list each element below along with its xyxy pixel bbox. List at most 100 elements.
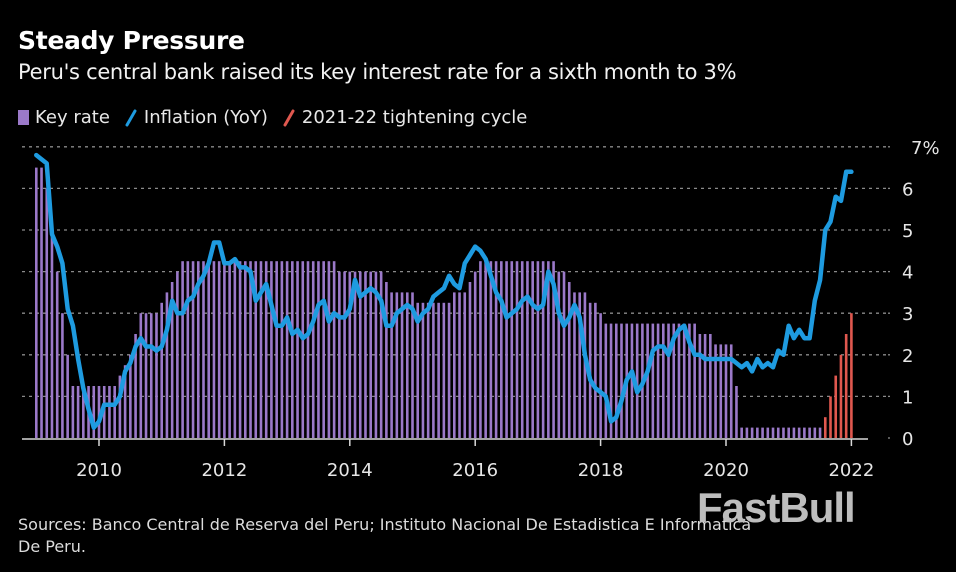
key-rate-bar (108, 386, 111, 438)
key-rate-bar (129, 354, 132, 438)
key-rate-bar (228, 261, 231, 438)
legend-label: 2021-22 tightening cycle (301, 107, 528, 128)
key-rate-bar (782, 427, 785, 438)
key-rate-bar (500, 261, 503, 438)
x-tick-label: 2016 (452, 460, 498, 481)
key-rate-bar (40, 167, 43, 438)
y-tick-label: 7% (911, 138, 940, 159)
key-rate-bar (249, 261, 252, 438)
key-rate-bar (223, 261, 226, 438)
fastbull-watermark: FastBull (697, 484, 856, 531)
key-rate-bar (212, 261, 216, 438)
key-rate-bar (395, 292, 399, 438)
key-rate-bar (740, 427, 743, 438)
key-rate-bar (71, 386, 75, 438)
key-rate-bar (348, 271, 352, 438)
key-rate-bar (280, 261, 284, 438)
key-rate-bar (473, 271, 477, 438)
x-tick-label: 2018 (578, 460, 624, 481)
key-rate-bar (343, 271, 346, 438)
key-rate-bar (306, 261, 310, 438)
key-rate-bar (144, 313, 148, 438)
x-tick-label: 2010 (76, 460, 122, 481)
key-rate-bar (82, 386, 85, 438)
key-rate-bar (803, 427, 806, 438)
key-rate-bar (682, 323, 686, 438)
key-rate-bar (672, 323, 676, 438)
key-rate-bar (520, 261, 524, 438)
key-rate-bar (719, 344, 723, 438)
key-rate-bar (55, 271, 59, 438)
key-rate-bar (244, 261, 247, 438)
key-rate-bar (578, 292, 581, 438)
key-rate-bar (160, 302, 163, 438)
key-rate-bar (379, 271, 383, 438)
key-rate-bar (453, 292, 456, 438)
chart-subtitle: Peru's central bank raised its key inter… (18, 60, 737, 84)
key-rate-bar (66, 354, 69, 438)
key-rate-bar (411, 292, 414, 438)
key-rate-bar (113, 386, 116, 438)
key-rate-bar (50, 230, 54, 438)
key-rate-bar (677, 323, 681, 438)
key-rate-bar (254, 261, 258, 438)
key-rate-bar (364, 271, 367, 438)
key-rate-bar (317, 261, 320, 438)
key-rate-bar (693, 323, 696, 438)
key-rate-bar (526, 261, 529, 438)
key-rate-bar (515, 261, 519, 438)
key-rate-bar (353, 271, 357, 438)
key-rate-bar (609, 323, 613, 438)
tightening-bars (823, 313, 853, 438)
key-rate-bar (301, 261, 305, 438)
key-rate-bar (165, 292, 169, 438)
legend-item-tightening: 2021-22 tightening cycle (282, 107, 527, 128)
legend-label: Inflation (YoY) (143, 107, 268, 128)
tightening-bar (850, 313, 853, 438)
key-rate-bar (170, 282, 174, 438)
key-rate-bar (797, 427, 801, 438)
key-rate-bar (735, 386, 738, 438)
key-rate-bar (275, 261, 278, 438)
key-rate-bar (709, 334, 712, 438)
key-rate-bar (547, 261, 550, 438)
key-rate-bar (311, 261, 315, 438)
key-rate-bar (442, 302, 446, 438)
key-rate-bar (484, 261, 487, 438)
key-rate-bar (118, 375, 122, 438)
key-rate-bar (432, 302, 435, 438)
key-rate-bar (541, 261, 545, 438)
key-rate-bar (217, 261, 221, 438)
key-rate-bar (557, 271, 561, 438)
legend: Key rate Inflation (YoY) 2021-22 tighten… (18, 107, 541, 128)
key-rate-bar (599, 313, 602, 438)
y-tick-label: 0 (902, 429, 913, 450)
key-rate-bar (134, 334, 137, 438)
key-rate-bar (745, 427, 749, 438)
key-rate-bar (426, 302, 430, 438)
key-rate-swatch-icon (18, 110, 29, 125)
key-rate-bar (792, 427, 796, 438)
y-tick-label: 5 (902, 221, 913, 242)
key-rate-bar (437, 302, 440, 438)
key-rate-bar (729, 344, 733, 438)
key-rate-bar (374, 271, 378, 438)
key-rate-bar (296, 261, 299, 438)
key-rate-bar (202, 261, 205, 438)
key-rate-bar (45, 188, 49, 438)
key-rate-bar (139, 313, 143, 438)
legend-item-key-rate: Key rate (18, 107, 110, 128)
key-rate-bar (369, 271, 372, 438)
key-rate-bar (61, 313, 64, 438)
chart-title: Steady Pressure (18, 26, 245, 55)
key-rate-bar (233, 261, 237, 438)
key-rate-bar (724, 344, 728, 438)
key-rate-bar (400, 292, 404, 438)
key-rate-bar (604, 323, 608, 438)
key-rate-bar (338, 271, 341, 438)
key-rate-bar (259, 261, 263, 438)
key-rate-bar (536, 261, 540, 438)
key-rate-bar (416, 302, 420, 438)
y-axis-labels: 0 1 2 3 4 5 6 7% (888, 138, 940, 450)
key-rate-bar (646, 323, 649, 438)
